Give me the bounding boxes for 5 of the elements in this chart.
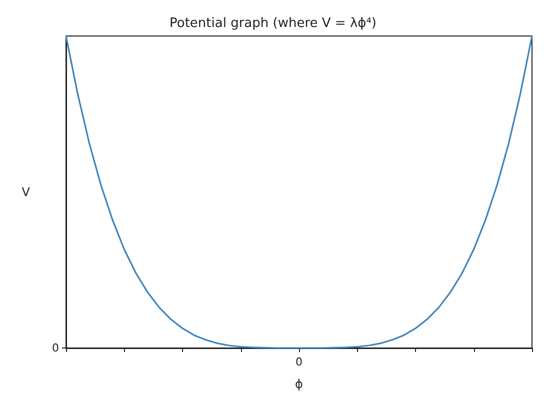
y-axis-title: V [22,185,31,199]
chart-title: Potential graph (where V = λϕ⁴) [169,16,377,31]
x-axis-title: ϕ [295,377,304,391]
text: 0 [296,356,302,368]
text: 0 [52,342,59,354]
